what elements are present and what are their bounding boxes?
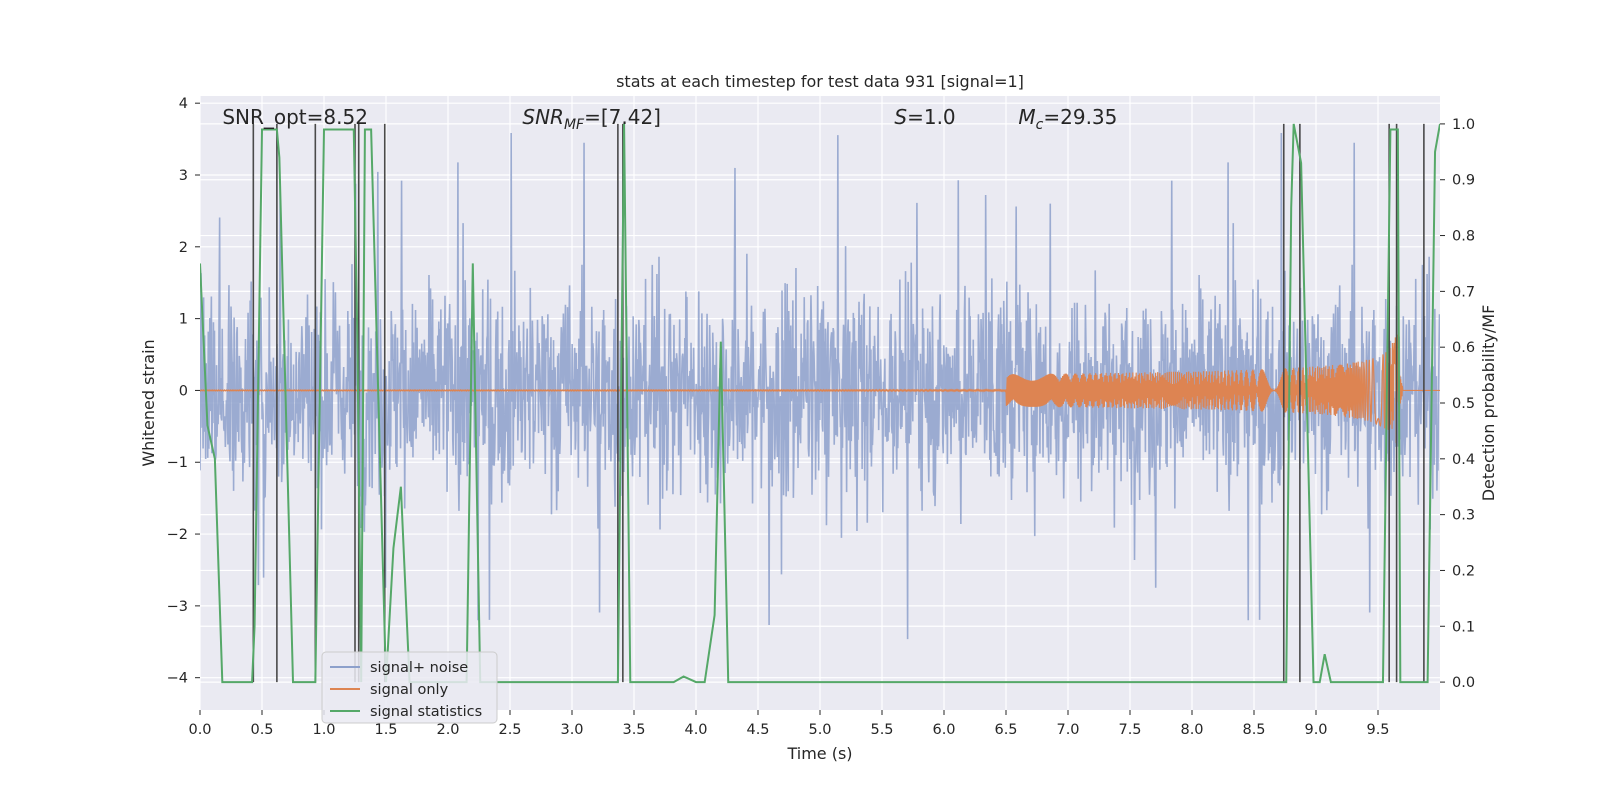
y-tick-label-left: 0 <box>179 383 188 399</box>
x-tick-label: 7.5 <box>1118 722 1141 738</box>
signal-only-line <box>200 334 1440 444</box>
annotations: SNR_opt=8.52 SNRMF=[7.42] S=1.0 Mc=29.35 <box>222 105 1117 133</box>
x-tick-label: 5.5 <box>870 722 893 738</box>
y-tick-label-left: 3 <box>179 168 188 184</box>
x-tick-label: 2.0 <box>436 722 459 738</box>
signal-only-series <box>200 334 1440 444</box>
y-tick-label-left: 1 <box>179 312 188 328</box>
noise-line <box>200 132 1440 640</box>
annotation-mc_value: Mc=29.35 <box>1018 105 1117 133</box>
x-tick-label: 6.5 <box>994 722 1017 738</box>
x-tick-label: 3.0 <box>560 722 583 738</box>
y-axis-label-left: Whitened strain <box>139 339 158 466</box>
legend-box <box>321 651 498 724</box>
y-tick-label-left: −4 <box>167 671 188 687</box>
y-tick-label-left: −3 <box>167 599 188 615</box>
y-tick-label-right: 0.6 <box>1452 340 1475 356</box>
x-tick-label: 4.0 <box>684 722 707 738</box>
x-tick-label: 8.5 <box>1242 722 1265 738</box>
y-tick-label-left: 2 <box>179 240 188 256</box>
x-tick-label: 8.0 <box>1180 722 1203 738</box>
x-tick-label: 9.5 <box>1366 722 1389 738</box>
y-tick-label-left: −1 <box>167 455 188 471</box>
annotation-snr_opt: SNR_opt=8.52 <box>222 105 368 129</box>
annotation-s_value: S=1.0 <box>894 105 955 129</box>
y-axis-right: 0.0 0.1 0.2 0.3 0.4 0.5 0.6 0.7 0.8 0.9 1.0 <box>1440 117 1475 691</box>
y-axis-left: −4 −3 −2 −1 0 1 2 3 4 <box>167 96 200 687</box>
x-tick-label: 3.5 <box>622 722 645 738</box>
x-tick-label: 1.5 <box>374 722 397 738</box>
y-tick-label-right: 1.0 <box>1452 117 1475 133</box>
x-tick-label: 4.5 <box>746 722 769 738</box>
y-tick-label-right: 0.0 <box>1452 675 1475 691</box>
noise-series <box>200 132 1440 640</box>
x-tick-label: 1.0 <box>312 722 335 738</box>
x-tick-label: 0.5 <box>250 722 273 738</box>
legend-label: signal+ noise <box>370 660 468 676</box>
y-tick-label-right: 0.4 <box>1452 452 1475 468</box>
annotation-snr_mf: SNRMF=[7.42] <box>522 105 661 133</box>
chart-title: stats at each timestep for test data 931… <box>616 72 1024 91</box>
x-tick-label: 5.0 <box>808 722 831 738</box>
legend-label: signal only <box>370 682 449 698</box>
y-tick-label-left: −2 <box>167 527 188 543</box>
y-tick-label-right: 0.8 <box>1452 229 1475 245</box>
legend: signal+ noise signal only signal statistic… <box>321 651 498 724</box>
signal-statistics-series <box>200 123 1440 684</box>
x-tick-label: 7.0 <box>1056 722 1079 738</box>
y-tick-label-right: 0.2 <box>1452 563 1475 579</box>
x-tick-label: 9.0 <box>1304 722 1327 738</box>
y-tick-label-right: 0.5 <box>1452 396 1475 412</box>
x-tick-label: 6.0 <box>932 722 955 738</box>
y-tick-label-right: 0.9 <box>1452 173 1475 189</box>
y-tick-label-right: 0.1 <box>1452 619 1475 635</box>
x-axis-label: Time (s) <box>786 744 852 763</box>
legend-label: signal statistics <box>370 704 482 720</box>
y-axis-label-right: Detection probability/MF <box>1479 305 1498 502</box>
x-tick-label: 2.5 <box>498 722 521 738</box>
y-tick-label-right: 0.3 <box>1452 508 1475 524</box>
signal-statistics-line <box>200 123 1440 684</box>
x-tick-label: 0.0 <box>188 722 211 738</box>
y-tick-label-left: 4 <box>179 96 188 112</box>
x-axis: 0.0 0.5 1.0 1.5 2.0 2.5 3.0 3.5 4.0 4.5 5.0 5.5 6.0 6… <box>188 710 1390 738</box>
y-tick-label-right: 0.7 <box>1452 284 1475 300</box>
